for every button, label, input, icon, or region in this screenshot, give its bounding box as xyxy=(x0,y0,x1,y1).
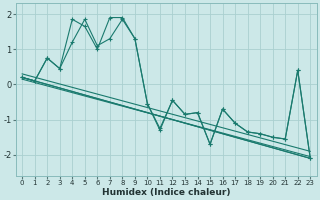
X-axis label: Humidex (Indice chaleur): Humidex (Indice chaleur) xyxy=(102,188,230,197)
